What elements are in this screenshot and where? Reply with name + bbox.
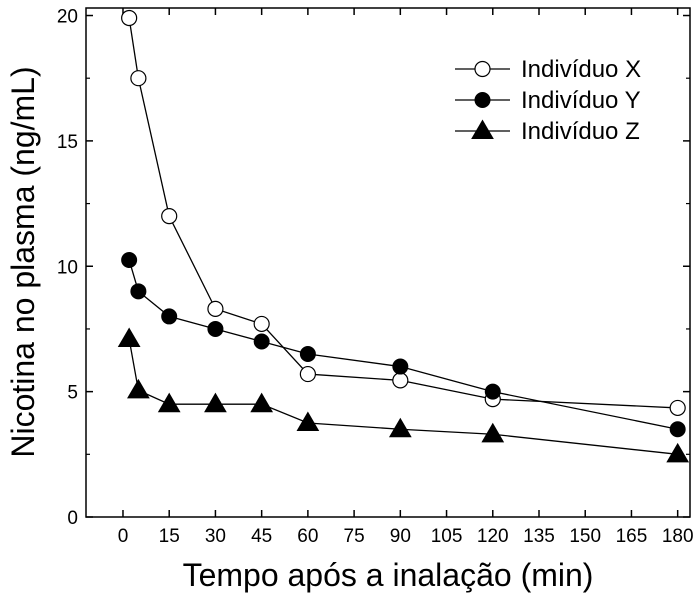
data-point (207, 320, 224, 337)
data-point (669, 421, 686, 438)
y-tick-label: 10 (57, 257, 78, 278)
y-tick-label: 15 (57, 132, 78, 153)
data-point (250, 392, 274, 413)
data-point (666, 442, 690, 463)
legend-label: Indivíduo Z (521, 118, 640, 145)
y-axis-title: Nicotina no plasma (ng/mL) (5, 66, 41, 457)
data-point (253, 315, 270, 333)
data-point (130, 70, 147, 87)
tick-labels: 0 5 10 15 20 0 15 30 45 60 75 90 105 120 135 150 165 180 (57, 7, 694, 547)
y-tick-label: 20 (57, 7, 78, 28)
data-point (481, 422, 505, 443)
legend-item: Indivíduo Z (455, 118, 640, 145)
x-axis-title: Tempo após a inalação (min) (183, 557, 594, 593)
legend-marker (474, 60, 491, 78)
data-point (392, 372, 409, 389)
data-point (388, 417, 412, 438)
data-point (121, 251, 138, 268)
axis-ticks (86, 8, 690, 518)
x-tick-label: 180 (662, 526, 694, 547)
data-point (127, 378, 150, 399)
legend-marker (474, 92, 491, 108)
series-1 (121, 9, 686, 417)
data-point (121, 9, 138, 27)
series-layer (117, 9, 690, 463)
series-2 (121, 251, 686, 438)
data-point (296, 411, 320, 432)
x-tick-label: 105 (431, 526, 463, 547)
plot-frame (85, 7, 691, 518)
legend-label: Indivíduo Y (521, 87, 641, 114)
data-point (207, 300, 224, 317)
legend-marker (471, 119, 494, 140)
x-tick-label: 75 (344, 526, 365, 547)
x-tick-label: 165 (616, 526, 648, 547)
data-point (484, 383, 501, 400)
y-tick-label: 0 (67, 508, 78, 529)
legend: Indivíduo X Indivíduo Y Indivíduo Z (455, 56, 641, 145)
x-tick-label: 60 (297, 526, 318, 547)
legend-label: Indivíduo X (521, 56, 641, 83)
data-point (117, 327, 141, 348)
legend-item: Indivíduo Y (455, 87, 641, 114)
data-point (392, 358, 409, 375)
data-point (157, 392, 181, 413)
x-tick-label: 90 (390, 526, 411, 547)
x-tick-label: 135 (523, 526, 555, 547)
data-point (299, 365, 316, 383)
data-point (161, 208, 178, 225)
data-point (253, 333, 270, 350)
x-tick-label: 15 (159, 526, 180, 547)
data-point (669, 399, 686, 417)
data-point (161, 308, 178, 325)
data-point (130, 283, 147, 300)
data-point (299, 346, 316, 363)
legend-item: Indivíduo X (455, 56, 641, 83)
series-3 (117, 327, 690, 463)
x-tick-label: 120 (477, 526, 509, 547)
x-tick-label: 150 (569, 526, 601, 547)
data-point (204, 392, 227, 413)
x-tick-label: 45 (251, 526, 272, 547)
x-tick-label: 0 (118, 526, 129, 547)
x-tick-label: 30 (205, 526, 226, 547)
y-tick-label: 5 (67, 383, 78, 404)
